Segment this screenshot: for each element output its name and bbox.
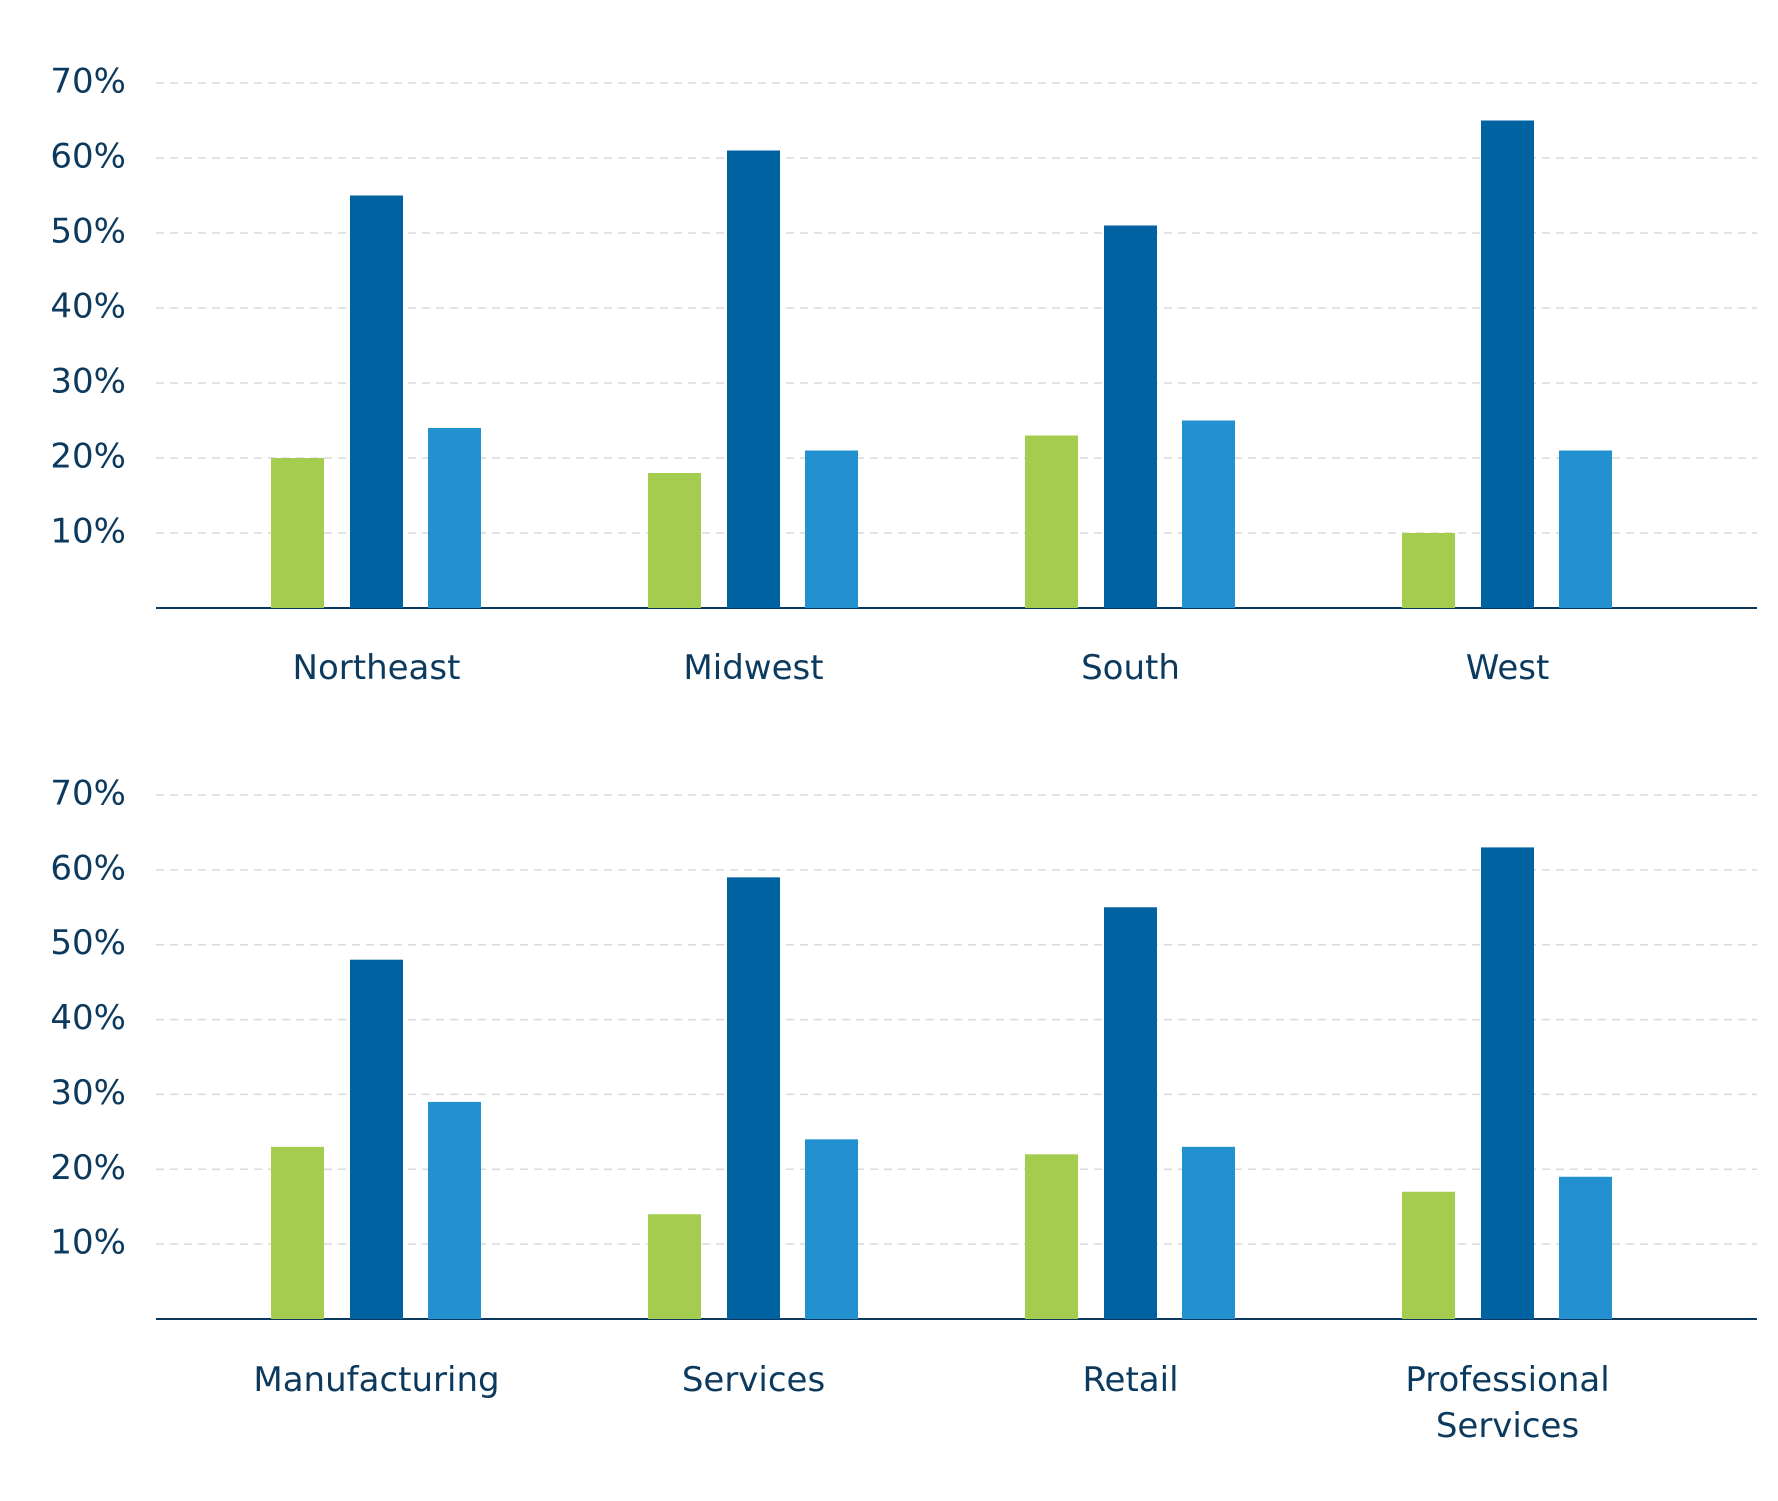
y-tick-label: 30% <box>50 362 126 402</box>
x-tick-label: West <box>1465 648 1550 688</box>
y-tick-label: 50% <box>50 212 126 252</box>
bar <box>1402 1191 1455 1319</box>
x-tick-label: Manufacturing <box>253 1360 500 1400</box>
y-tick-label: 10% <box>50 1223 126 1263</box>
bar <box>1559 1176 1612 1319</box>
bar <box>1402 533 1455 608</box>
x-tick-label: Midwest <box>683 648 824 688</box>
y-tick-label: 20% <box>50 437 126 477</box>
bar <box>271 1146 324 1319</box>
bar <box>1481 847 1534 1319</box>
bar <box>428 428 481 608</box>
bar <box>648 1214 701 1319</box>
bar <box>271 458 324 608</box>
bar <box>727 877 780 1319</box>
y-tick-label: 70% <box>50 62 126 102</box>
x-tick-label: Professional Services <box>1405 1360 1610 1446</box>
bar <box>805 450 858 608</box>
bar <box>1481 120 1534 608</box>
bar <box>1559 450 1612 608</box>
y-tick-label: 60% <box>50 848 126 888</box>
bar <box>428 1101 481 1319</box>
bar <box>350 959 403 1319</box>
y-tick-label: 40% <box>50 998 126 1038</box>
bar <box>1182 420 1235 608</box>
y-tick-label: 70% <box>50 774 126 814</box>
x-tick-label: Retail <box>1082 1360 1179 1400</box>
bar <box>805 1139 858 1319</box>
x-tick-label: Services <box>681 1360 826 1400</box>
y-tick-label: 60% <box>50 137 126 177</box>
y-tick-label: 20% <box>50 1148 126 1188</box>
y-tick-label: 10% <box>50 512 126 552</box>
x-tick-label: South <box>1081 648 1180 688</box>
bar <box>727 150 780 608</box>
bar <box>648 473 701 608</box>
bar <box>1104 907 1157 1319</box>
bar <box>1182 1146 1235 1319</box>
y-tick-label: 30% <box>50 1073 126 1113</box>
y-tick-label: 40% <box>50 287 126 327</box>
bar <box>1104 225 1157 608</box>
bar <box>350 195 403 608</box>
bar <box>1025 435 1078 608</box>
y-tick-label: 50% <box>50 923 126 963</box>
bar <box>1025 1154 1078 1319</box>
x-tick-label: Northeast <box>292 648 461 688</box>
